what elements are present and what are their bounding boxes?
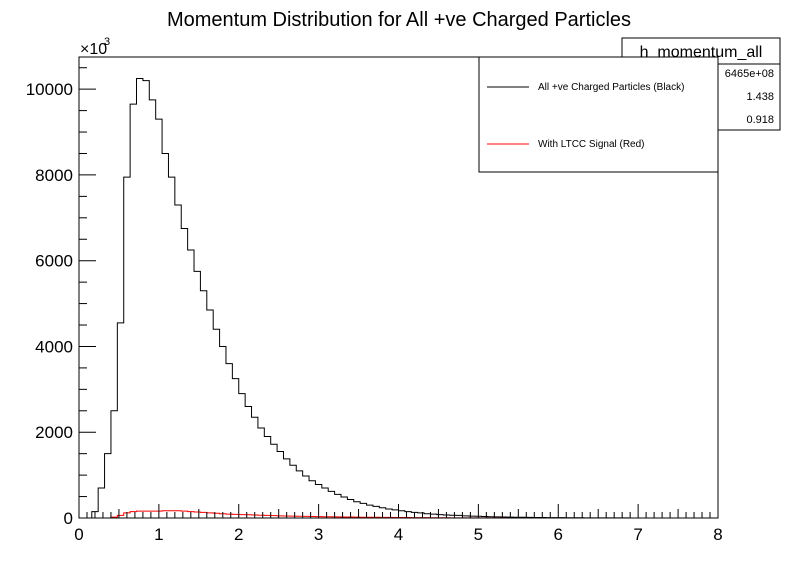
legend-frame bbox=[478, 56, 719, 173]
chart-title: Momentum Distribution for All +ve Charge… bbox=[167, 9, 631, 31]
x-tick-label: 1 bbox=[154, 525, 163, 544]
legend: All +ve Charged Particles (Black) With L… bbox=[478, 56, 719, 173]
y-multiplier-exponent: 3 bbox=[104, 36, 110, 48]
stats-mean-value: 1.438 bbox=[746, 91, 774, 103]
x-tick-label: 7 bbox=[633, 525, 642, 544]
x-tick-label: 5 bbox=[474, 525, 483, 544]
y-tick-label: 10000 bbox=[26, 80, 73, 99]
x-tick-label: 2 bbox=[234, 525, 243, 544]
x-tick-label: 0 bbox=[74, 525, 83, 544]
y-axis-multiplier: ×10 3 bbox=[80, 36, 110, 58]
axes-layer: 0 1 2 3 4 5 6 7 8 0 2000 4000 6000 8000 10000 bbox=[26, 67, 723, 544]
y-tick-label: 0 bbox=[64, 509, 73, 528]
x-tick-label: 8 bbox=[713, 525, 722, 544]
y-tick-label: 4000 bbox=[35, 337, 73, 356]
y-tick-label: 2000 bbox=[35, 423, 73, 442]
legend-label-all-particles: All +ve Charged Particles (Black) bbox=[538, 82, 684, 93]
x-tick-label: 3 bbox=[314, 525, 323, 544]
x-tick-label: 6 bbox=[554, 525, 563, 544]
legend-label-ltcc-signal: With LTCC Signal (Red) bbox=[538, 139, 645, 150]
y-multiplier-base: ×10 bbox=[80, 41, 107, 58]
x-tick-label: 4 bbox=[394, 525, 403, 544]
stats-entries-value: 6465e+08 bbox=[725, 68, 774, 80]
y-tick-label: 6000 bbox=[35, 252, 73, 271]
stats-stddev-value: 0.918 bbox=[746, 114, 774, 126]
y-tick-label: 8000 bbox=[35, 166, 73, 185]
